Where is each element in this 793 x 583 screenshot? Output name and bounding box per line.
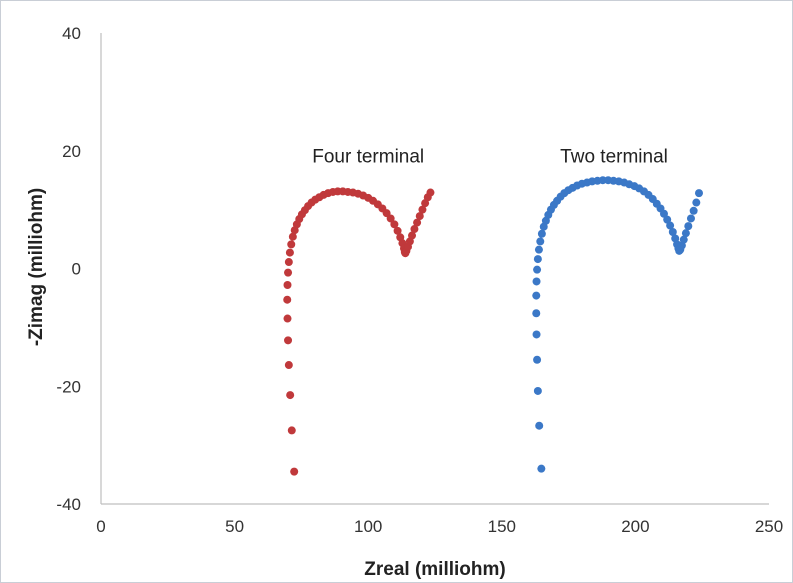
data-point (536, 237, 545, 246)
data-point (286, 391, 295, 400)
data-point (283, 314, 292, 323)
data-point (532, 330, 541, 339)
x-tick-label: 100 (354, 517, 382, 536)
x-tick-label: 50 (225, 517, 244, 536)
data-points (283, 176, 703, 476)
y-tick-label: 20 (62, 142, 81, 161)
data-point (418, 205, 427, 214)
data-point (390, 220, 399, 229)
data-point (290, 467, 299, 476)
y-tick-label: 0 (72, 260, 81, 279)
annotations: Four terminal Two terminal (312, 147, 668, 168)
data-point (287, 426, 296, 435)
data-point (410, 225, 419, 234)
data-point (692, 198, 701, 207)
data-point (537, 464, 546, 473)
data-point (532, 291, 541, 300)
data-point (689, 206, 698, 215)
data-point (666, 221, 675, 230)
y-axis-title: -Zimag (milliohm) (26, 188, 47, 346)
data-point (283, 295, 292, 304)
data-point (415, 212, 424, 221)
data-point (426, 188, 435, 197)
data-point (393, 226, 402, 235)
data-point (534, 245, 543, 254)
data-point (386, 214, 395, 223)
data-point (532, 309, 541, 318)
series-two-terminal (532, 176, 703, 473)
annotation-two-terminal: Two terminal (560, 147, 668, 168)
data-point (533, 355, 542, 364)
data-point (537, 229, 546, 238)
data-point (285, 248, 294, 257)
axes (100, 33, 769, 505)
data-point (533, 265, 542, 274)
data-point (284, 336, 293, 345)
data-point (284, 361, 293, 370)
data-point (284, 268, 293, 277)
data-point (284, 258, 293, 267)
data-point (288, 232, 297, 241)
x-tick-label: 0 (96, 517, 105, 536)
y-tick-label: 40 (62, 24, 81, 43)
data-point (533, 255, 542, 264)
data-point (668, 227, 677, 236)
data-point (413, 218, 422, 227)
x-tick-label: 200 (621, 517, 649, 536)
data-point (694, 189, 703, 198)
series-four-terminal (283, 187, 435, 476)
y-tick-label: -40 (56, 495, 81, 514)
y-tick-label: -20 (56, 377, 81, 396)
annotation-four-terminal: Four terminal (312, 147, 424, 168)
x-tick-label: 150 (488, 517, 516, 536)
data-point (532, 277, 541, 286)
data-point (659, 209, 668, 218)
x-axis-title: Zreal (milliohm) (364, 559, 505, 580)
data-point (287, 240, 296, 249)
data-point (408, 231, 417, 240)
data-point (684, 222, 693, 231)
x-tick-label: 250 (755, 517, 783, 536)
data-point (681, 229, 690, 238)
data-point (283, 280, 292, 289)
data-point (679, 235, 688, 244)
data-point (686, 214, 695, 223)
data-point (533, 386, 542, 395)
tick-labels: 0 50 100 150 200 250 -40 -20 0 20 40 (56, 24, 783, 536)
data-point (535, 421, 544, 430)
